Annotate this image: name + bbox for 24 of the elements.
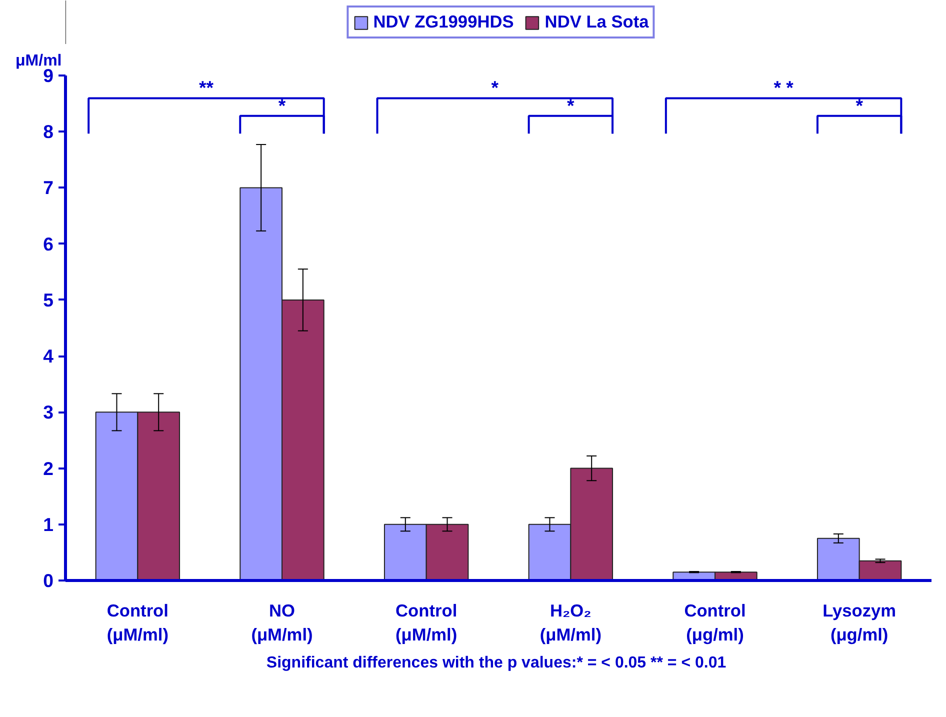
y-tick-label: 6	[43, 233, 54, 254]
annotation: *	[278, 94, 286, 116]
legend-label: NDV ZG1999HDS	[373, 12, 514, 32]
y-tick-label: 7	[43, 177, 54, 198]
legend-label: NDV La Sota	[544, 12, 649, 32]
y-tick-label: 3	[43, 402, 54, 423]
annotation: *	[567, 94, 576, 116]
annotation: *	[856, 94, 864, 116]
x-tick-label: Lysozym (μg/ml)	[822, 600, 896, 644]
y-tick-label: 2	[43, 458, 54, 479]
text: Significant differences with the p values:* = < 0.05 ** = < 0.01	[266, 654, 726, 672]
y-tick-label: 5	[43, 289, 54, 310]
annotation: * *	[774, 77, 794, 98]
x-tick-label: H₂O₂ (μM/ml)	[540, 600, 602, 644]
x-tick-label: NO (μM/ml)	[251, 600, 313, 644]
y-tick-label: 1	[43, 514, 54, 535]
x-tick-label: Control (μM/ml)	[106, 600, 168, 644]
y-tick-label: 8	[43, 121, 54, 142]
y-tick-label: 0	[43, 570, 54, 591]
x-tick-label: Control (μg/ml)	[684, 600, 746, 644]
x-tick-label: Control (μM/ml)	[396, 600, 458, 644]
y-tick-label: 4	[43, 346, 54, 367]
annotation: **	[198, 77, 214, 98]
annotation: *	[491, 77, 500, 98]
